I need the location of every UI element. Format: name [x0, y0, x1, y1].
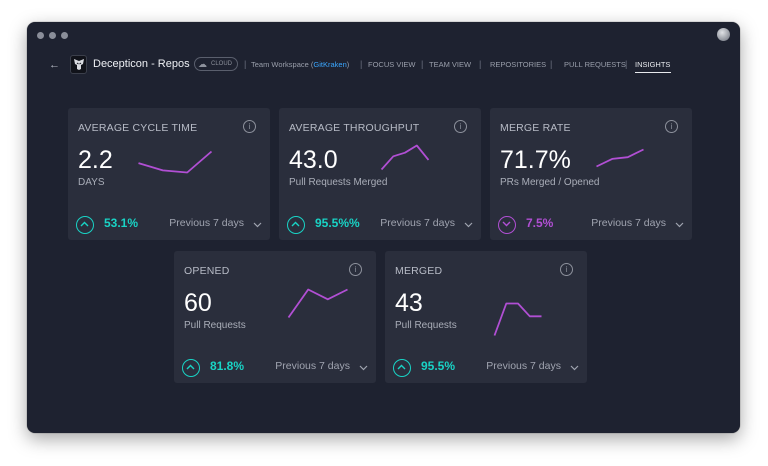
- chevron-down-icon[interactable]: [570, 365, 579, 371]
- card-unit: Pull Requests: [395, 320, 457, 331]
- period-selector[interactable]: Previous 7 days: [380, 217, 455, 229]
- nav-separator: |: [244, 59, 247, 69]
- nav-team-view[interactable]: TEAM VIEW: [429, 60, 472, 69]
- nav-repositories[interactable]: REPOSITORIES: [490, 60, 547, 69]
- card-title: OPENED: [184, 265, 230, 277]
- back-arrow-icon[interactable]: ←: [49, 59, 60, 71]
- sparkline-chart: [596, 148, 644, 168]
- change-percent: 53.1%: [104, 216, 139, 230]
- card-value: 71.7%: [500, 146, 571, 174]
- window-dot-minimize[interactable]: [49, 32, 56, 39]
- nav-team-workspace[interactable]: Team Workspace (GitKraken): [251, 60, 349, 69]
- trend-up-icon: [76, 216, 94, 234]
- nav-separator: |: [479, 59, 482, 69]
- metric-card-opened: OPENED i 60 Pull Requests 81.8% Previous…: [174, 251, 376, 383]
- metric-card-merged: MERGED i 43 Pull Requests 95.5% Previous…: [385, 251, 587, 383]
- info-icon[interactable]: i: [665, 120, 678, 133]
- sparkline-line: [138, 150, 213, 174]
- cloud-icon: ☁: [198, 59, 207, 69]
- window-dot-close[interactable]: [37, 32, 44, 39]
- nav-separator: |: [625, 59, 628, 69]
- trend-up-icon: [287, 216, 305, 234]
- nav-separator: |: [550, 59, 553, 69]
- title-bar: [27, 22, 740, 46]
- window-control-button[interactable]: [717, 28, 730, 41]
- nav-pull-requests[interactable]: PULL REQUESTS: [564, 60, 626, 69]
- app-window: ← Decepticon - Repos ☁ CLOUD | Team Work…: [27, 22, 740, 433]
- card-title: MERGED: [395, 265, 443, 277]
- period-selector[interactable]: Previous 7 days: [275, 360, 350, 372]
- sparkline-line: [380, 144, 430, 171]
- sparkline-chart: [287, 288, 348, 319]
- card-value: 60: [184, 289, 212, 317]
- metric-card-average-throughput: AVERAGE THROUGHPUT i 43.0 Pull Requests …: [279, 108, 481, 240]
- sparkline-line: [287, 288, 348, 319]
- team-workspace-link[interactable]: GitKraken: [313, 60, 347, 69]
- trend-down-icon: [498, 216, 516, 234]
- period-selector[interactable]: Previous 7 days: [169, 217, 244, 229]
- card-title: MERGE RATE: [500, 122, 571, 134]
- card-value: 43: [395, 289, 423, 317]
- sparkline-chart: [380, 144, 430, 171]
- nav-focus-view[interactable]: FOCUS VIEW: [368, 60, 416, 69]
- change-percent: 95.5%: [421, 359, 456, 373]
- change-percent: 95.5%%: [315, 216, 360, 230]
- card-title: AVERAGE THROUGHPUT: [289, 122, 420, 134]
- chevron-down-icon[interactable]: [464, 222, 473, 228]
- decepticon-logo-icon: [70, 55, 87, 74]
- metric-card-merge-rate: MERGE RATE i 71.7% PRs Merged / Opened 7…: [490, 108, 692, 240]
- info-icon[interactable]: i: [349, 263, 362, 276]
- cloud-badge: ☁ CLOUD: [194, 57, 238, 71]
- top-navigation: ← Decepticon - Repos ☁ CLOUD | Team Work…: [27, 52, 740, 82]
- trend-up-icon: [393, 359, 411, 377]
- sparkline-chart: [138, 150, 213, 174]
- info-icon[interactable]: i: [454, 120, 467, 133]
- card-value: 43.0: [289, 146, 338, 174]
- card-unit: Pull Requests Merged: [289, 177, 388, 188]
- change-percent: 81.8%: [210, 359, 245, 373]
- sparkline-line: [596, 148, 644, 168]
- nav-separator: |: [360, 59, 363, 69]
- card-unit: PRs Merged / Opened: [500, 177, 600, 188]
- period-selector[interactable]: Previous 7 days: [591, 217, 666, 229]
- metric-card-average-cycle-time: AVERAGE CYCLE TIME i 2.2 DAYS 53.1% Prev…: [68, 108, 270, 240]
- change-percent: 7.5%: [526, 216, 554, 230]
- nav-insights[interactable]: INSIGHTS: [635, 60, 671, 69]
- trend-up-icon: [182, 359, 200, 377]
- card-title: AVERAGE CYCLE TIME: [78, 122, 198, 134]
- sparkline-chart: [493, 302, 542, 336]
- cloud-badge-label: CLOUD: [211, 61, 233, 67]
- sparkline-line: [493, 302, 542, 336]
- nav-separator: |: [421, 59, 424, 69]
- card-value: 2.2: [78, 146, 113, 174]
- active-tab-indicator: [635, 72, 671, 73]
- team-workspace-suffix: ): [346, 60, 350, 69]
- card-unit: DAYS: [78, 177, 105, 188]
- window-dot-maximize[interactable]: [61, 32, 68, 39]
- chevron-down-icon[interactable]: [359, 365, 368, 371]
- team-workspace-prefix: Team Workspace (: [251, 60, 314, 69]
- chevron-down-icon[interactable]: [253, 222, 262, 228]
- card-unit: Pull Requests: [184, 320, 246, 331]
- period-selector[interactable]: Previous 7 days: [486, 360, 561, 372]
- info-icon[interactable]: i: [560, 263, 573, 276]
- info-icon[interactable]: i: [243, 120, 256, 133]
- chevron-down-icon[interactable]: [675, 222, 684, 228]
- repo-name[interactable]: Decepticon - Repos: [93, 58, 190, 70]
